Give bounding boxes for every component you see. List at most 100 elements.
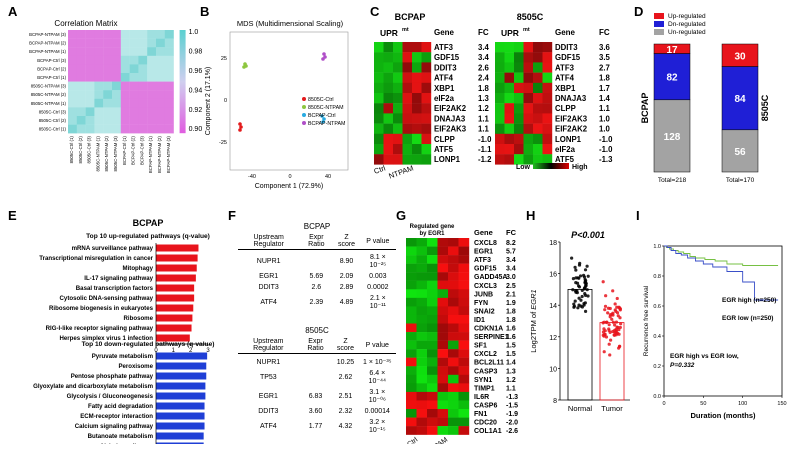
survival-curve: 1.0 0.8 0.6 0.4 0.2 0.00 50 100 150 Duration (mon…: [643, 244, 787, 420]
heatmap-cell: [406, 400, 417, 410]
chart-subtitle: Top 10 down-regulated pathways (q-value): [82, 341, 215, 348]
heatmap-cell: [103, 90, 113, 99]
col-label: 8505C-Ctrl (2): [78, 136, 83, 164]
fc-value: 3.5: [599, 53, 611, 62]
pathway-label: Ribosome: [124, 315, 154, 322]
gene-label: EIF2AK2: [555, 125, 588, 134]
heatmap-cell: [112, 55, 121, 65]
heatmap-cell: [402, 72, 413, 83]
heatmap-cell: [112, 98, 121, 108]
x-tick: 2: [189, 348, 193, 354]
panel-label-d: D: [634, 4, 644, 19]
legend-swatch: [302, 105, 306, 109]
heatmap-cell: [393, 72, 403, 83]
data-point: [608, 353, 612, 357]
heatmap-cell: [495, 82, 505, 94]
gene-label: CASP3: [474, 368, 497, 375]
upr-superscript: mt: [402, 27, 409, 33]
heatmap-cell: [85, 64, 95, 74]
heatmap-cell: [156, 55, 165, 65]
data-point: [586, 274, 590, 278]
table-row: ATF4 2.39 4.89 2.1 × 10⁻¹¹: [238, 293, 396, 312]
8505c-regulator-table: 8505C Upstream Regulator Expr Ratio Z scor…: [238, 326, 396, 436]
heatmap-cell: [406, 383, 417, 393]
heatmap-cell: [406, 314, 417, 324]
gene-label: XBP1: [555, 84, 576, 93]
gene-label: ATF3: [474, 257, 491, 264]
data-point: [584, 281, 588, 286]
heatmap-cell: [374, 103, 384, 114]
stacked-bar-segment: [721, 129, 759, 173]
heatmap-cell: [427, 272, 438, 281]
heatmap-cell: [416, 357, 428, 367]
legend-high: EGR high (n=250): [722, 297, 776, 304]
fc-value: -1.3: [506, 394, 518, 401]
gene-label: DDIT3: [555, 43, 578, 52]
pathway-bar: [156, 352, 208, 360]
gene-label: DNAJA3: [434, 114, 466, 123]
col-label: BCPAP-Ctrl (2): [131, 136, 136, 165]
fc-value: 2.6: [478, 63, 490, 72]
heatmap-cell: [495, 52, 505, 63]
heatmap-cell: [94, 98, 104, 108]
heatmap-cell: [383, 93, 394, 104]
fc-value: 1.5: [506, 343, 516, 350]
heatmap-cell: [421, 93, 432, 104]
heatmap-cell: [164, 81, 174, 91]
heatmap-cell: [448, 297, 459, 307]
heatmap-cell: [514, 82, 524, 94]
heatmap-cell: [458, 349, 470, 358]
heatmap-cell: [523, 72, 534, 83]
heatmap-cell: [129, 90, 139, 99]
heatmap-cell: [383, 103, 394, 114]
fc-header: FC: [599, 28, 610, 37]
heatmap-cell: [514, 52, 524, 63]
row-label: BCPAP-Ctrl (3): [37, 58, 66, 63]
heatmap-cell: [406, 238, 417, 247]
heatmap-cell: [406, 391, 417, 401]
heatmap-cell: [412, 42, 422, 53]
heatmap-cell: [112, 124, 121, 134]
fc-value: 1.3: [478, 94, 490, 103]
heatmap-cell: [437, 374, 449, 384]
heatmap-cell: [448, 246, 459, 256]
heatmap-cell: [393, 103, 403, 114]
heatmap-cell: [523, 42, 534, 53]
colorbar-tick: 1.0: [189, 29, 199, 36]
col-label: BCPAP-NTPAM (2): [157, 136, 162, 173]
pathway-bar: [156, 294, 195, 302]
heatmap-cell: [542, 123, 553, 134]
fc-value: 1.8: [599, 74, 611, 83]
x-tick: 3: [206, 348, 210, 354]
heatmap-cell: [533, 113, 543, 124]
data-point: [614, 309, 618, 313]
mds-point: [321, 57, 325, 61]
heatmap-cell: [94, 107, 104, 117]
gene-label: EIF2AK2: [434, 104, 467, 113]
heatmap-cell: [421, 42, 432, 53]
heatmap-cell: [120, 73, 130, 82]
panel-label-e: E: [8, 208, 17, 223]
x-label: NTPAM: [387, 163, 414, 180]
col-label: 8505C-NTPAM (2): [104, 136, 109, 172]
legend-low: Low: [516, 164, 531, 171]
fc-value: 1.0: [599, 125, 611, 134]
table-cell: 8.1 × 10⁻²⁵: [369, 254, 387, 269]
table-cell: 2.51: [338, 393, 353, 400]
heatmap-cell: [383, 52, 394, 63]
heatmap-cell: [402, 144, 413, 155]
heatmap-cell: [437, 383, 449, 393]
table-cell: 0.0002: [367, 284, 389, 291]
data-point: [609, 338, 613, 342]
heatmap-cell: [112, 81, 121, 91]
data-point: [608, 330, 612, 334]
heatmap-cell: [533, 52, 543, 63]
heatmap-cell: [416, 297, 428, 307]
heatmap-cell: [156, 38, 165, 48]
heatmap-cell: [85, 38, 95, 48]
table-cell: 8.90: [339, 258, 354, 265]
heatmap-cell: [523, 103, 534, 114]
heatmap-cell: [68, 30, 77, 39]
data-point: [580, 288, 584, 292]
mds-point: [242, 65, 246, 69]
